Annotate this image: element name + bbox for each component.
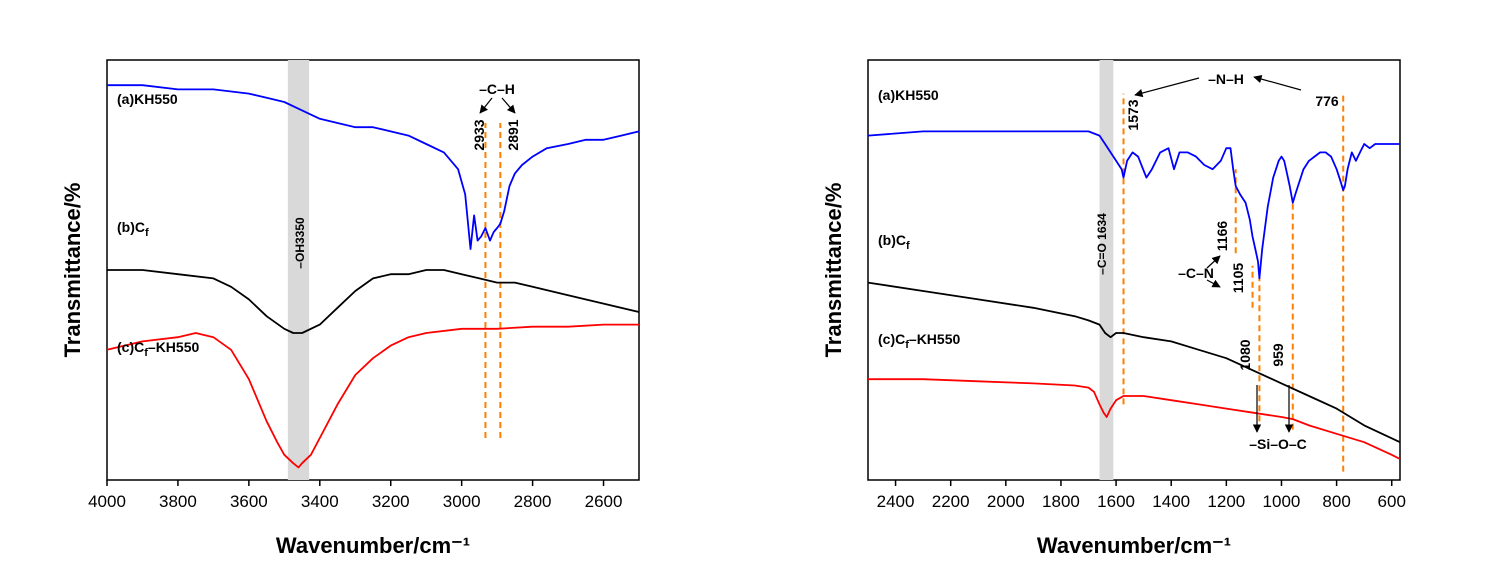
y-axis-title-right: Transmittance/% — [821, 183, 846, 358]
x-axis-title-left: Wavenumber/cm⁻¹ — [276, 533, 470, 558]
right-series-group — [867, 130, 1401, 460]
left-dashed-markers — [484, 123, 502, 438]
series-line-left-1 — [107, 269, 640, 334]
series-line-left-2 — [106, 323, 639, 469]
plot-frame-left — [106, 59, 640, 481]
left-series-group — [106, 84, 640, 469]
x-tick-label-right-800: 800 — [1322, 492, 1350, 511]
series-line-right-1 — [867, 281, 1401, 444]
x-tick-label-left-3600: 3600 — [230, 492, 268, 511]
peak-label-776: 776 — [1315, 93, 1339, 109]
series-line-right-0 — [867, 130, 1400, 280]
series-line-left-0 — [107, 84, 640, 250]
series-label-left-a: (a)KH550 — [117, 91, 178, 107]
series-label-right-c: (c)Cf–KH550 — [878, 331, 960, 351]
shaded-band-left — [287, 60, 310, 480]
x-tick-label-right-2000: 2000 — [987, 492, 1025, 511]
arrow-cn-up — [1206, 255, 1221, 269]
x-tick-label-right-1800: 1800 — [1042, 492, 1080, 511]
arrow-ch-right — [501, 97, 516, 114]
peak-label-959: 959 — [1270, 343, 1286, 367]
shaded-band-right — [1099, 60, 1114, 480]
annotation-sioc-group: –Si–O–C — [1249, 436, 1307, 452]
x-tick-label-right-1400: 1400 — [1152, 492, 1190, 511]
annotation-ch-group: –C–H — [479, 81, 515, 97]
arrow-ch-left — [479, 97, 493, 114]
x-tick-label-left-3000: 3000 — [443, 492, 481, 511]
peak-label-1105: 1105 — [1230, 263, 1246, 294]
x-tick-label-left-2800: 2800 — [514, 492, 552, 511]
series-label-left-c: (c)Cf–KH550 — [117, 339, 199, 359]
peak-label-1080: 1080 — [1237, 339, 1253, 370]
peak-label-co1634: –C=O 1634 — [1095, 213, 1109, 275]
peak-label-oh3350: –OH3350 — [293, 217, 307, 269]
left-x-ticks: 4000 3800 3600 3400 3200 3000 2800 2600 — [88, 480, 622, 511]
x-tick-label-right-600: 600 — [1378, 492, 1406, 511]
x-tick-label-right-2200: 2200 — [932, 492, 970, 511]
annotation-nh-group: –N–H — [1208, 71, 1244, 87]
hydroxyl-band — [287, 60, 310, 480]
x-tick-label-right-1600: 1600 — [1097, 492, 1135, 511]
x-tick-label-left-4000: 4000 — [88, 492, 126, 511]
carbonyl-band — [1099, 60, 1114, 480]
annotation-cn-group: –C–N — [1178, 265, 1214, 281]
peak-label-1573: 1573 — [1125, 99, 1141, 130]
x-tick-label-right-1200: 1200 — [1207, 492, 1245, 511]
y-axis-title-left: Transmittance/% — [60, 183, 85, 358]
peak-label-2891: 2891 — [505, 119, 521, 150]
peak-label-2933: 2933 — [471, 119, 487, 150]
x-tick-label-right-1000: 1000 — [1263, 492, 1301, 511]
arrow-nh-right — [1253, 74, 1302, 91]
series-label-left-b: (b)Cf — [117, 219, 149, 239]
x-tick-label-left-3400: 3400 — [301, 492, 339, 511]
left-panel: 4000 3800 3600 3400 3200 3000 2800 2600 Wavenum… — [60, 59, 640, 558]
x-tick-label-left-3800: 3800 — [159, 492, 197, 511]
peak-label-1166: 1166 — [1214, 221, 1230, 252]
series-line-right-2 — [868, 378, 1401, 460]
x-axis-title-right: Wavenumber/cm⁻¹ — [1037, 533, 1231, 558]
series-label-right-a: (a)KH550 — [878, 87, 939, 103]
plot-frame-right — [867, 59, 1401, 481]
arrow-cn-down — [1206, 279, 1221, 288]
series-label-right-b: (b)Cf — [878, 232, 910, 252]
x-tick-label-left-3200: 3200 — [372, 492, 410, 511]
x-tick-label-right-2400: 2400 — [877, 492, 915, 511]
right-panel: 2400 2200 2000 1800 1600 1400 1200 1000 800 600 W… — [821, 59, 1406, 558]
arrow-nh-left — [1134, 77, 1200, 98]
x-tick-label-left-2600: 2600 — [585, 492, 623, 511]
right-x-ticks: 2400 2200 2000 1800 1600 1400 1200 1000 800 600 — [877, 480, 1406, 511]
